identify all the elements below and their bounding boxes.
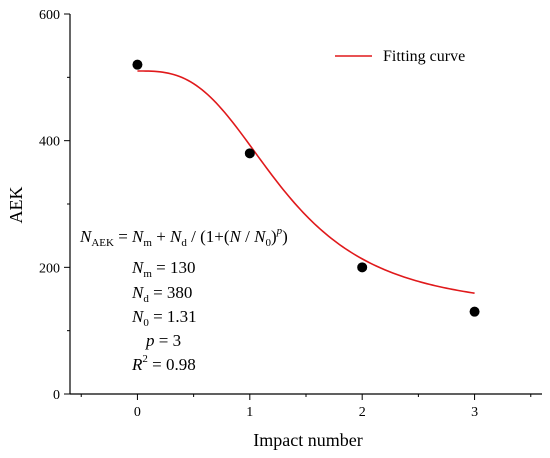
legend-label-fitting-curve: Fitting curve <box>383 48 465 65</box>
eq-paren-close: ) <box>271 227 277 246</box>
x-tick-label-3: 3 <box>471 405 478 420</box>
eq-nd-sub: d <box>181 237 187 249</box>
eq-plus: + <box>152 227 170 246</box>
y-tick-label-400: 400 <box>39 135 60 150</box>
eq-slash2: / <box>241 227 254 246</box>
eq-lhs-main: N <box>79 227 93 246</box>
eq-equals: = <box>114 227 132 246</box>
equation-line: NAEK = Nm + Nd / (1+(N / N0)p) <box>79 225 288 249</box>
eq-paren-open: (1+( <box>200 227 230 246</box>
param-r2: R2 = 0.98 <box>131 353 196 374</box>
x-tick-label-0: 0 <box>134 405 141 420</box>
x-tick-label-1: 1 <box>246 405 253 420</box>
eq-n-var: N <box>229 227 243 246</box>
y-tick-label-600: 600 <box>39 8 60 23</box>
y-tick-label-200: 200 <box>39 261 60 276</box>
data-point-0 <box>132 59 143 70</box>
eq-n0-main: N <box>253 227 267 246</box>
eq-nd-main: N <box>169 227 183 246</box>
eq-nm-main: N <box>131 227 145 246</box>
axes: 0 1 2 3 0 200 400 600 <box>39 8 542 420</box>
eq-final-close: ) <box>282 227 288 246</box>
y-tick-label-0: 0 <box>53 388 60 403</box>
param-n0: N0 = 1.31 <box>131 307 197 329</box>
param-p: p = 3 <box>145 331 181 350</box>
eq-lhs-sub: AEK <box>91 237 114 249</box>
eq-p-sup: p <box>276 225 283 237</box>
eq-slash: / <box>187 227 200 246</box>
data-point-2 <box>357 262 368 273</box>
param-nd: Nd = 380 <box>131 283 192 305</box>
eq-nm-sub: m <box>143 237 152 249</box>
legend: Fitting curve <box>335 48 465 65</box>
eq-n0-sub: 0 <box>265 237 271 249</box>
y-axis-title: AEK <box>6 187 26 224</box>
fitting-curve-layer <box>137 70 475 294</box>
data-point-1 <box>244 148 255 159</box>
data-points-layer <box>132 59 480 317</box>
x-tick-label-2: 2 <box>359 405 366 420</box>
data-point-3 <box>469 306 480 317</box>
x-axis-title: Impact number <box>253 430 362 450</box>
equation-annotation: NAEK = Nm + Nd / (1+(N / N0)p) Nm = 130 … <box>79 225 288 374</box>
param-nm: Nm = 130 <box>131 258 196 280</box>
fitting-curve-line <box>137 70 475 294</box>
